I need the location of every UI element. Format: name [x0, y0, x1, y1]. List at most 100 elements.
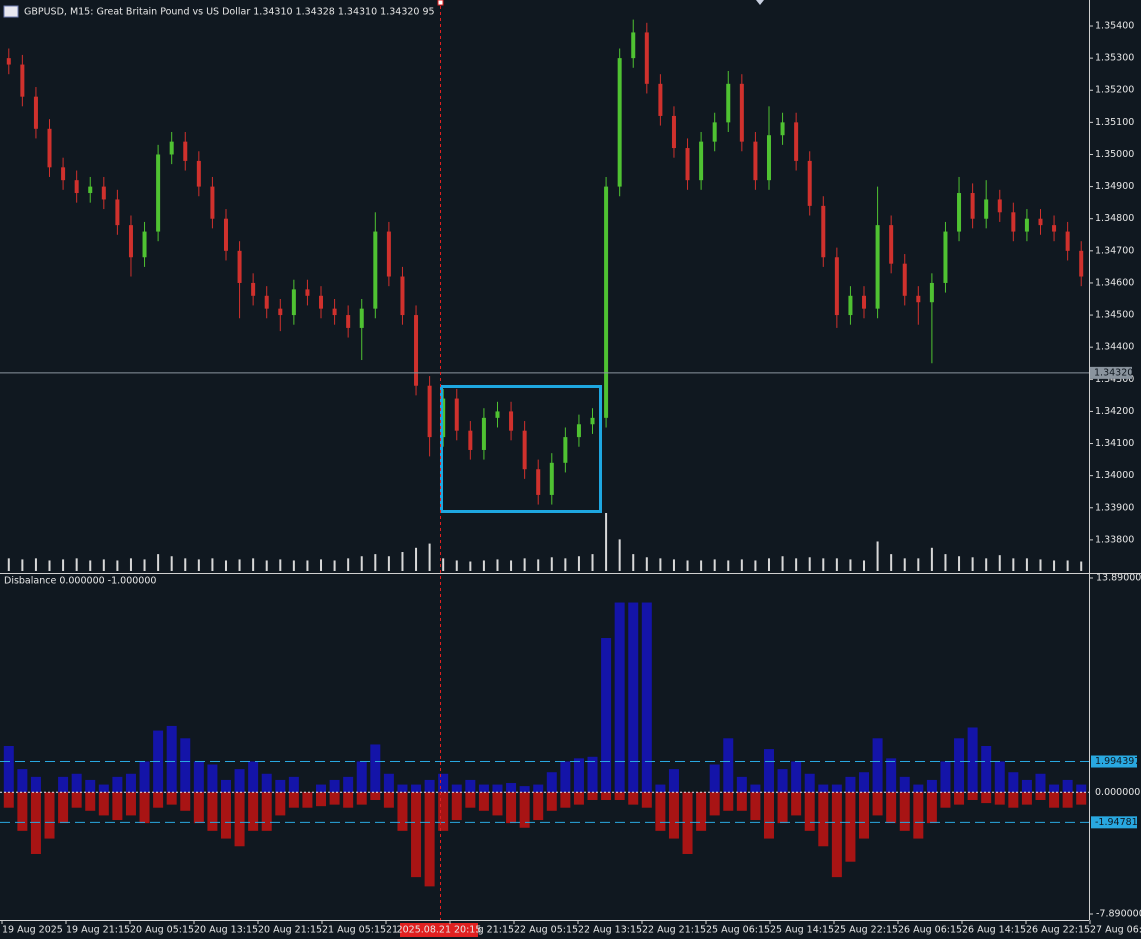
indicator-bar: [913, 784, 924, 793]
indicator-bar: [153, 792, 164, 808]
indicator-bar: [519, 792, 530, 828]
candle-body: [278, 308, 283, 316]
indicator-bar: [804, 792, 815, 831]
volume-bar: [1025, 558, 1028, 571]
indicator-bar: [791, 761, 802, 793]
volume-bar: [863, 560, 866, 571]
x-tick-label: 19 Aug 2025: [2, 925, 63, 936]
volume-bar: [170, 556, 173, 571]
x-tick-label: 21 Aug 05:15: [322, 925, 386, 936]
symbol-icon: [3, 5, 19, 18]
indicator-bar: [587, 756, 598, 793]
x-tick-label: 20 Aug 13:15: [194, 925, 258, 936]
candle-body: [47, 128, 52, 168]
indicator-bar: [560, 761, 571, 793]
indicator-bar: [329, 779, 340, 793]
candle-body: [251, 282, 256, 296]
indicator-bar: [125, 773, 136, 793]
candle-body: [61, 167, 66, 181]
indicator-bar: [302, 792, 313, 808]
indicator-bar: [926, 779, 937, 793]
indicator-bar: [438, 773, 449, 793]
candle-body: [590, 417, 595, 425]
volume-bar: [564, 558, 567, 571]
y-tick-label: 1.33900: [1095, 502, 1134, 513]
indicator-bar: [628, 792, 639, 805]
indicator-bar: [886, 758, 897, 793]
volume-bar: [265, 560, 268, 571]
indicator-bar: [750, 792, 761, 821]
candle-body: [291, 289, 296, 316]
volume-bar: [387, 556, 390, 571]
indicator-bar: [411, 792, 422, 878]
shift-marker: [756, 0, 764, 5]
candle-body: [916, 295, 921, 303]
indicator-bar: [166, 725, 177, 793]
indicator-bar: [831, 784, 842, 793]
volume-bar: [116, 560, 119, 571]
crosshair-marker: [437, 0, 444, 6]
indicator-bar: [1021, 779, 1032, 793]
volume-bar: [129, 558, 132, 571]
candle-body: [685, 148, 690, 181]
indicator-bar: [180, 738, 191, 793]
candle-body: [427, 385, 432, 438]
volume-bar: [795, 558, 798, 571]
level-label: -1.947816: [1095, 817, 1141, 828]
volume-bar: [455, 560, 458, 571]
y-tick-label: 1.34400: [1095, 342, 1134, 353]
indicator-bar: [967, 792, 978, 800]
candle-body: [319, 295, 324, 309]
y-tick-label: 1.35000: [1095, 149, 1134, 160]
volume-bar: [184, 558, 187, 571]
indicator-bar: [71, 792, 82, 808]
volume-bar: [252, 558, 255, 571]
candle-body: [536, 469, 541, 495]
x-tick-label: 22 Aug 21:15: [642, 925, 706, 936]
indicator-bar: [1008, 772, 1019, 793]
indicator-bar: [58, 776, 69, 793]
candle-body: [604, 186, 609, 418]
plot-layer: 1.33800 1.33900 1.34000 1.34100 1.34200 1.343…: [0, 19, 1141, 920]
volume-bar: [645, 557, 648, 571]
volume-bar: [157, 554, 160, 571]
candle-body: [101, 186, 106, 200]
indicator-bar: [234, 769, 245, 793]
candle-body: [454, 398, 459, 431]
indicator-bar: [682, 792, 693, 854]
indicator-bar: [641, 602, 652, 793]
volume-bar: [605, 513, 608, 571]
indicator-bar: [1062, 792, 1073, 808]
volume-bar: [890, 554, 893, 571]
indicator-bar: [668, 769, 679, 793]
indicator-bar: [465, 779, 476, 793]
indicator-bar: [573, 792, 584, 805]
indicator-bar: [397, 784, 408, 793]
volume-bar: [903, 558, 906, 571]
candle-body: [997, 199, 1002, 213]
candle-body: [495, 411, 500, 418]
indicator-bar: [261, 792, 272, 831]
indicator-bar: [750, 784, 761, 793]
indicator-bar: [899, 776, 910, 793]
volume-bar: [197, 559, 200, 571]
indicator-bar: [845, 792, 856, 862]
selection-box: [440, 385, 602, 513]
x-tick-label: 25 Aug 14:15: [770, 925, 834, 936]
indicator-bar: [30, 776, 41, 793]
x-tick-label: 26 Aug 22:15: [1026, 925, 1090, 936]
volume-bar: [944, 554, 947, 571]
indicator-bar: [383, 773, 394, 793]
x-tick-label: 26 Aug 06:15: [898, 925, 962, 936]
x-tick-label: 20 Aug 05:15: [130, 925, 194, 936]
indicator-bar: [940, 792, 951, 808]
candle-body: [142, 231, 147, 258]
indicator-bar: [723, 792, 734, 811]
candle-body: [359, 308, 364, 328]
indicator-bar: [356, 792, 367, 805]
candle-body: [481, 417, 486, 450]
volume-bar: [21, 559, 24, 571]
indicator-bar: [58, 792, 69, 824]
volume-bar: [985, 558, 988, 571]
candle-body: [156, 154, 161, 232]
